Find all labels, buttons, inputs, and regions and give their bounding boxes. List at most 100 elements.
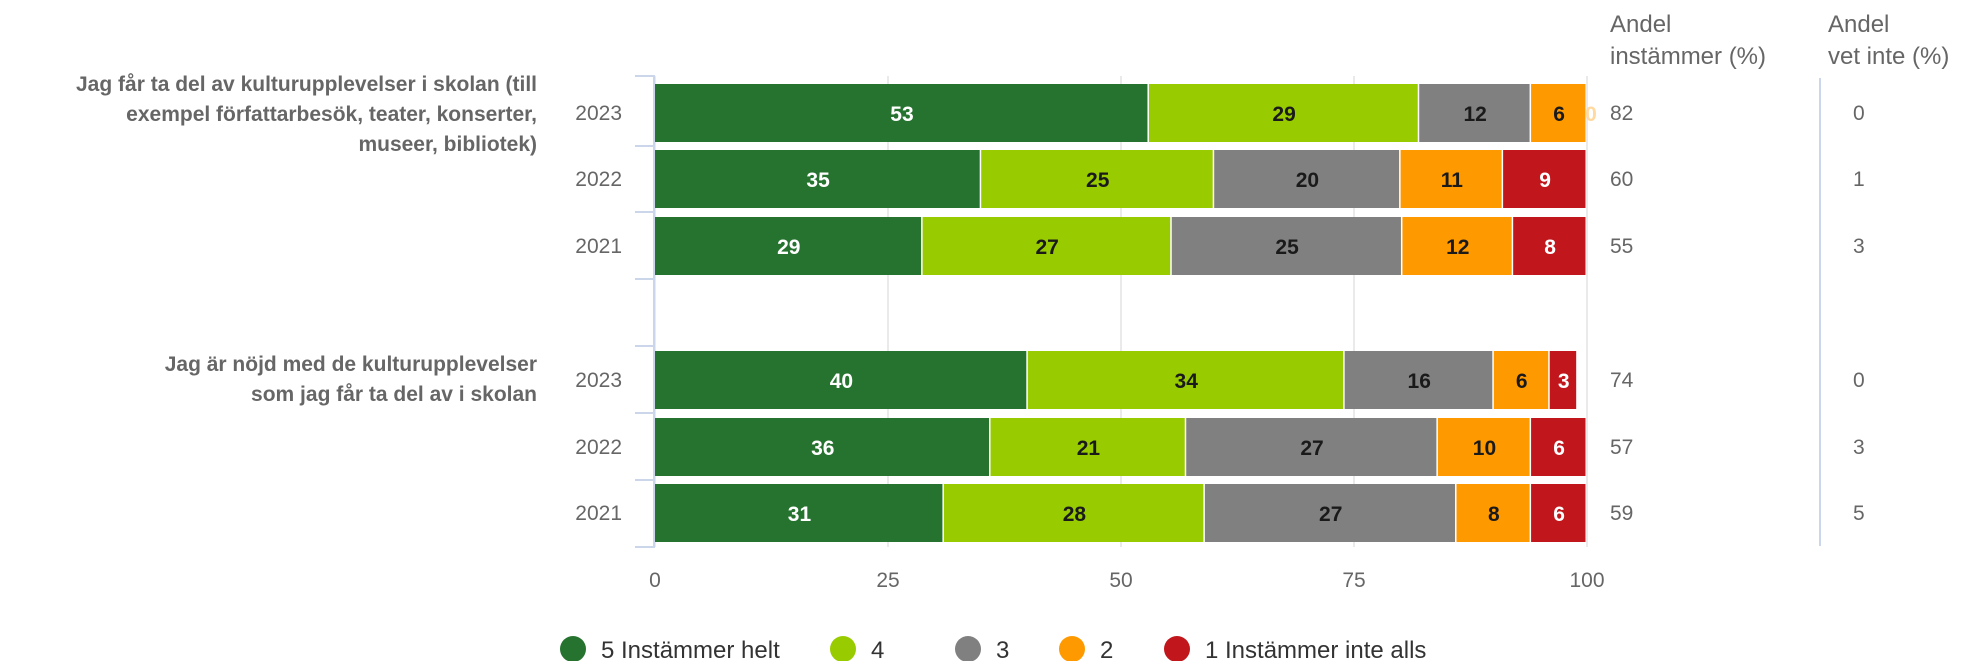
gridlines	[654, 76, 1588, 547]
andel-instammer-value: 55	[1610, 235, 1633, 258]
legend-marker	[1059, 636, 1085, 661]
column-header: vet inte (%)	[1828, 43, 1949, 70]
bar-segment	[1148, 84, 1418, 142]
andel-vet-inte-value: 0	[1853, 369, 1865, 392]
data-label: 11	[1441, 169, 1464, 192]
data-label: 29	[777, 236, 800, 259]
legend-item[interactable]: 2	[1059, 636, 1113, 661]
data-label: 12	[1446, 236, 1469, 259]
bar-segment	[1186, 418, 1437, 476]
data-label: 35	[806, 169, 830, 192]
legend-label: 5 Instämmer helt	[601, 637, 780, 661]
year-label: 2021	[575, 502, 622, 525]
data-label: 53	[890, 103, 913, 126]
legend-marker	[560, 636, 586, 661]
year-label: 2021	[575, 235, 622, 258]
side-columns: 82 0 60 1 55 3 74 0 57 3 59 5 Andel instämmer (%) Ande…	[1610, 11, 1949, 546]
andel-instammer-value: 60	[1610, 168, 1633, 191]
data-label: 27	[1319, 503, 1342, 526]
category-labels: Jag får ta del av kulturupplevelser i sk…	[76, 73, 622, 525]
bar-segment	[943, 484, 1204, 542]
bar-segment	[655, 484, 943, 542]
bar-segment	[1493, 351, 1549, 409]
data-label: 27	[1035, 236, 1058, 259]
data-label: 21	[1077, 437, 1101, 460]
bar-segment	[1419, 84, 1530, 142]
year-label: 2022	[575, 436, 622, 459]
x-tick-label: 50	[1109, 569, 1132, 592]
bar-segment	[922, 217, 1171, 275]
x-tick-label: 25	[876, 569, 899, 592]
legend-label: 4	[871, 637, 884, 661]
x-tick-label: 0	[649, 569, 661, 592]
andel-vet-inte-value: 0	[1853, 102, 1865, 125]
question-label: exempel författarbesök, teater, konserte…	[126, 103, 537, 126]
x-tick-label: 75	[1342, 569, 1365, 592]
bar-segment	[1171, 217, 1401, 275]
legend-marker	[830, 636, 856, 661]
data-label: 8	[1488, 503, 1500, 526]
data-label: 10	[1473, 437, 1496, 460]
question-label: som jag får ta del av i skolan	[251, 383, 537, 406]
bar-segment	[1027, 351, 1344, 409]
bar-segment	[1531, 484, 1586, 542]
data-label: 27	[1300, 437, 1323, 460]
x-tick-label: 100	[1569, 569, 1604, 592]
bar-segment	[981, 150, 1213, 208]
bar-segment	[1531, 418, 1586, 476]
bar-segment	[655, 217, 922, 275]
legend-label: 3	[996, 637, 1009, 661]
bar-segment	[655, 418, 990, 476]
data-label: 25	[1275, 236, 1299, 259]
legend-item[interactable]: 1 Instämmer inte alls	[1164, 636, 1426, 661]
data-label: 36	[811, 437, 834, 460]
bar-segment	[1513, 217, 1586, 275]
column-header: Andel	[1828, 11, 1889, 38]
year-label: 2023	[575, 102, 622, 125]
legend-label: 1 Instämmer inte alls	[1205, 637, 1426, 661]
question-label: museer, bibliotek)	[358, 133, 537, 156]
question-label: Jag är nöjd med de kulturupplevelser	[165, 353, 537, 376]
bar-segment	[1400, 150, 1502, 208]
bars: 53 29 12 6 035 25 20 11 929 27 25 12 840 34 16 6 336 21 27…	[655, 84, 1597, 542]
bar-segment	[1549, 351, 1577, 409]
question-label: Jag får ta del av kulturupplevelser i sk…	[76, 73, 537, 96]
legend-item[interactable]: 3	[955, 636, 1009, 661]
data-label: 6	[1516, 370, 1528, 393]
column-header: instämmer (%)	[1610, 43, 1766, 70]
data-label: 6	[1553, 103, 1565, 126]
data-label: 28	[1063, 503, 1087, 526]
bar-segment	[655, 150, 980, 208]
andel-vet-inte-value: 5	[1853, 502, 1865, 525]
bar-segment	[1437, 418, 1530, 476]
data-label: 40	[830, 370, 853, 393]
bar-segment	[1344, 351, 1493, 409]
data-label: 8	[1544, 236, 1556, 259]
andel-instammer-value: 57	[1610, 436, 1633, 459]
bar-segment	[655, 84, 1148, 142]
data-label: 31	[788, 503, 812, 526]
legend-marker	[1164, 636, 1190, 661]
year-label: 2022	[575, 168, 622, 191]
data-label: 12	[1463, 103, 1486, 126]
legend-item[interactable]: 5 Instämmer helt	[560, 636, 780, 661]
data-label: 0	[1585, 103, 1597, 126]
data-label: 6	[1553, 437, 1565, 460]
bar-segment	[1214, 150, 1400, 208]
column-header: Andel	[1610, 11, 1671, 38]
legend-label: 2	[1100, 637, 1113, 661]
legend-item[interactable]: 4	[830, 636, 884, 661]
legend: 5 Instämmer helt 4 3 2 1 Instämmer inte alls	[560, 636, 1426, 661]
data-label: 34	[1175, 370, 1199, 393]
data-label: 29	[1272, 103, 1295, 126]
bar-segment	[1456, 484, 1530, 542]
data-label: 3	[1558, 370, 1570, 393]
andel-instammer-value: 59	[1610, 502, 1633, 525]
bar-segment	[1503, 150, 1586, 208]
legend-marker	[955, 636, 981, 661]
bar-segment	[1402, 217, 1512, 275]
data-label: 9	[1539, 169, 1551, 192]
data-label: 16	[1408, 370, 1431, 393]
bar-segment	[655, 351, 1027, 409]
